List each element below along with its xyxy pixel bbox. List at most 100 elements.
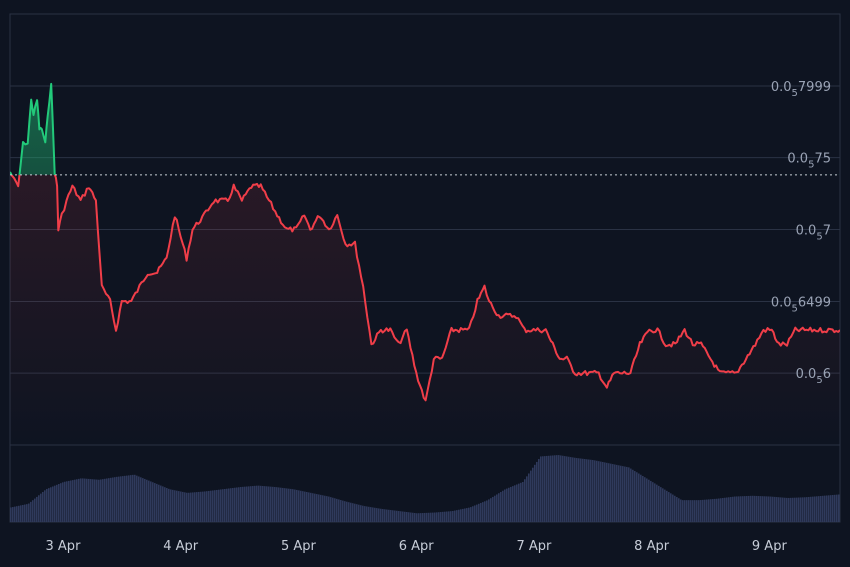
volume-bar [90, 479, 92, 522]
volume-bar [124, 475, 126, 522]
volume-bar [334, 498, 336, 522]
volume-bar [774, 496, 776, 522]
y-tick-suffix: 7999 [798, 80, 831, 95]
volume-bar [728, 497, 730, 522]
volume-bar [394, 510, 396, 522]
volume-bar [578, 458, 580, 522]
volume-bar [350, 502, 352, 522]
volume-bar [656, 484, 658, 522]
volume-bar [296, 489, 298, 522]
volume-bar [246, 486, 248, 522]
y-tick-subscript: 5 [816, 375, 822, 386]
volume-bar [570, 457, 572, 522]
volume-bar [640, 474, 642, 522]
volume-bar [404, 511, 406, 522]
volume-bar [674, 495, 676, 522]
volume-bar [802, 497, 804, 522]
volume-bar [24, 504, 26, 522]
volume-bar [282, 487, 284, 522]
volume-bar [58, 483, 60, 522]
volume-bar [238, 487, 240, 522]
volume-bar [298, 490, 300, 522]
volume-bar [622, 466, 624, 522]
volume-bar [302, 491, 304, 522]
volume-bar [488, 499, 490, 522]
volume-bar [102, 479, 104, 522]
volume-bar [160, 485, 162, 522]
volume-bar [612, 464, 614, 522]
volume-bar [654, 483, 656, 522]
volume-bar [432, 512, 434, 522]
volume-bar [574, 457, 576, 522]
volume-bar [518, 483, 520, 522]
volume-bar [346, 501, 348, 522]
volume-bar [110, 477, 112, 522]
volume-bar [272, 486, 274, 522]
volume-bar [200, 491, 202, 522]
volume-bar [576, 458, 578, 522]
volume-bar [580, 458, 582, 522]
volume-bar [138, 476, 140, 522]
volume-bar [156, 483, 158, 522]
volume-bar [336, 498, 338, 522]
volume-bar [280, 487, 282, 522]
volume-bar [664, 489, 666, 522]
volume-bar [306, 492, 308, 522]
volume-bar [26, 504, 28, 522]
volume-bar [184, 492, 186, 522]
volume-bar [288, 488, 290, 522]
volume-bar [542, 456, 544, 522]
y-tick-label: 0.057 [796, 224, 831, 243]
volume-bar [278, 487, 280, 522]
y-tick-suffix: 75 [814, 152, 831, 167]
volume-bar [290, 488, 292, 522]
volume-bar [768, 496, 770, 522]
volume-bar [834, 494, 836, 522]
volume-bar [430, 512, 432, 522]
volume-bar [380, 508, 382, 522]
volume-bar [832, 494, 834, 522]
volume-bar [194, 492, 196, 522]
volume-bar [514, 485, 516, 522]
volume-bar [414, 512, 416, 522]
volume-bar [12, 507, 14, 522]
volume-bar [10, 507, 12, 522]
volume-bar [512, 486, 514, 522]
volume-bar [632, 469, 634, 522]
volume-bar [454, 510, 456, 522]
volume-bar [54, 485, 56, 522]
volume-bar [782, 497, 784, 522]
volume-bar [824, 495, 826, 522]
volume-bar [402, 511, 404, 522]
volume-bar [814, 496, 816, 522]
volume-bar [526, 476, 528, 522]
volume-bar [810, 496, 812, 522]
volume-bar [628, 467, 630, 522]
volume-bar [228, 488, 230, 522]
volume-bar [532, 467, 534, 522]
volume-bar [722, 498, 724, 522]
volume-bar [798, 497, 800, 522]
volume-bar [746, 496, 748, 522]
volume-bar [114, 477, 116, 522]
volume-bar [94, 479, 96, 522]
volume-bar [720, 498, 722, 522]
volume-bar [106, 478, 108, 522]
volume-bar [358, 504, 360, 522]
volume-bar [660, 487, 662, 522]
volume-bar [112, 477, 114, 522]
volume-bar [104, 478, 106, 522]
volume-bar [70, 480, 72, 522]
volume-bar [372, 507, 374, 522]
volume-bar [816, 496, 818, 522]
y-tick-prefix: 0.0 [771, 80, 792, 95]
volume-bar [276, 487, 278, 522]
volume-bar [154, 483, 156, 522]
volume-bar [756, 495, 758, 522]
volume-bar [100, 479, 102, 522]
volume-bar [828, 495, 830, 522]
volume-bar [682, 500, 684, 522]
volume-bar [294, 489, 296, 522]
volume-bar [706, 499, 708, 522]
